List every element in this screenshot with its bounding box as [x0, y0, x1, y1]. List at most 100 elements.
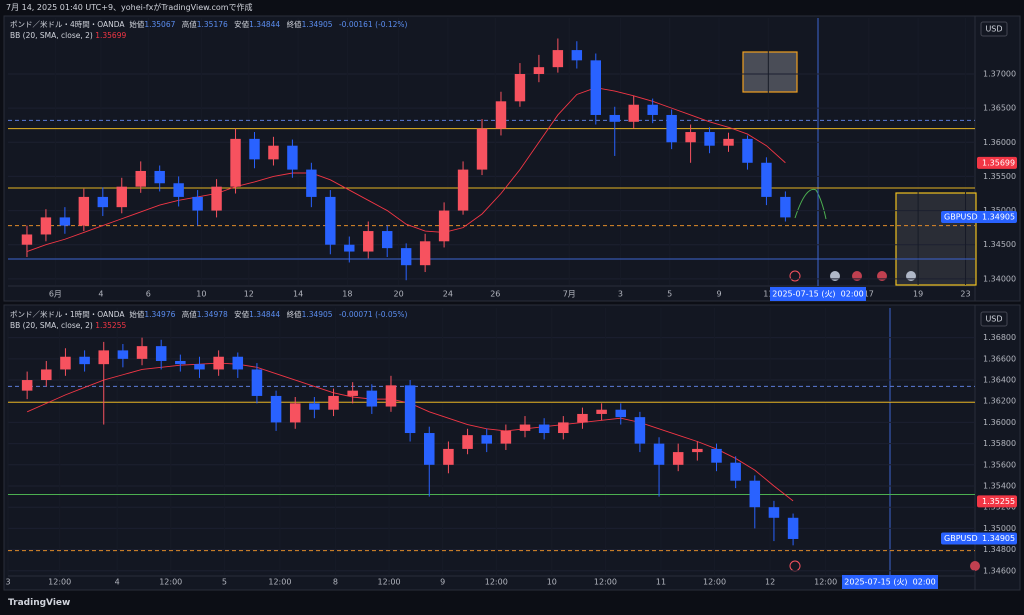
- candle-body: [173, 183, 184, 197]
- candle-body: [325, 196, 336, 245]
- candle-body: [306, 169, 317, 197]
- x-tick-label: 9: [440, 578, 445, 587]
- cursor-label: 2025-07-15 (火) 02:00: [772, 290, 863, 299]
- y-tick-label: 1.35500: [983, 172, 1016, 181]
- candle-body: [251, 369, 263, 396]
- x-tick-label: 5: [222, 578, 227, 587]
- candle-body: [270, 395, 282, 423]
- x-tick-label: 12: [244, 290, 254, 299]
- indicator-name: BB (20, SMA, close, 2): [10, 31, 93, 40]
- candle-body: [385, 385, 397, 407]
- indicator-row: BB (20, SMA, close, 2) 1.35699: [10, 30, 407, 41]
- y-tick-label: 1.35800: [983, 439, 1016, 448]
- field-label: 安値: [234, 20, 250, 29]
- currency-box: [980, 311, 1008, 327]
- legend: ポンド／米ドル・4時間・OANDA 始値1.35067 高値1.35176 安値…: [10, 19, 407, 41]
- candle-body: [328, 395, 339, 410]
- candle-body: [116, 186, 127, 208]
- candle-body: [634, 417, 646, 444]
- candle-body: [419, 241, 431, 266]
- candle-body: [730, 462, 741, 481]
- price-tag-name: GBPUSD: [944, 213, 978, 222]
- x-tick-label: 14: [293, 290, 303, 299]
- candle-body: [79, 356, 90, 365]
- x-tick-label: 12:00: [594, 578, 617, 587]
- candle-body: [749, 480, 761, 508]
- candle-body: [596, 409, 607, 414]
- candle-body: [653, 443, 665, 465]
- x-tick-label: 12: [765, 578, 775, 587]
- indicator-value: 1.35699: [95, 31, 127, 40]
- x-tick-label: 24: [443, 290, 453, 299]
- candle-body: [609, 114, 620, 122]
- candle-body: [742, 138, 753, 163]
- candle-body: [780, 196, 791, 218]
- candle-body: [117, 350, 129, 359]
- x-tick-label: 4: [115, 578, 120, 587]
- x-tick-label: 4: [98, 290, 103, 299]
- candle-body: [40, 217, 52, 235]
- x-tick-label: 12:00: [814, 578, 837, 587]
- candle-body: [647, 104, 658, 115]
- candle-body: [628, 104, 639, 122]
- candle-body: [685, 132, 696, 143]
- symbol: ポンド／米ドル・1時間・OANDA: [10, 310, 125, 319]
- y-tick-label: 1.35600: [983, 460, 1016, 469]
- candle-body: [558, 422, 569, 434]
- candle-body: [366, 390, 378, 407]
- x-tick-label: 12:00: [159, 578, 182, 587]
- candle-body: [344, 244, 355, 252]
- field-label: 高値: [181, 20, 197, 29]
- field-label: 終値: [286, 20, 302, 29]
- candle-body: [78, 196, 90, 226]
- change: -0.00071 (-0.05%): [338, 310, 408, 319]
- y-tick-label: 1.36500: [983, 104, 1016, 113]
- field-label: 始値: [129, 310, 145, 319]
- legend: ポンド／米ドル・1時間・OANDA 始値1.34976 高値1.34978 安値…: [10, 309, 407, 331]
- bb-line: [26, 87, 786, 252]
- cursor-label-box: [770, 287, 866, 301]
- price-tag-name: GBPUSD: [944, 534, 978, 543]
- y-tick-label: 1.35000: [983, 206, 1016, 215]
- x-tick-label: 12:00: [268, 578, 291, 587]
- currency-box: [980, 21, 1008, 37]
- y-tick-label: 1.36800: [983, 333, 1016, 342]
- candle-body: [211, 186, 222, 211]
- x-tick-label: 12:00: [378, 578, 401, 587]
- indicator-row: BB (20, SMA, close, 2) 1.35255: [10, 320, 407, 331]
- x-tick-label: 26: [490, 290, 500, 299]
- candle-body: [400, 248, 412, 266]
- x-tick-label: 11: [656, 578, 666, 587]
- zone-box: [742, 51, 798, 93]
- y-tick-label: 1.36000: [983, 138, 1016, 147]
- y-tick-label: 1.34800: [983, 545, 1016, 554]
- y-tick-label: 1.36400: [983, 376, 1016, 385]
- indicator-tag-label: 1.35255: [982, 497, 1015, 506]
- price-tag-value: 1.34905: [982, 534, 1015, 543]
- x-tick-label: 18: [342, 290, 352, 299]
- x-tick-label: 10: [196, 290, 206, 299]
- y-tick-label: 1.35000: [983, 524, 1016, 533]
- candle-body: [476, 128, 488, 170]
- x-tick-label: 3: [5, 578, 10, 587]
- field-value: 1.35176: [196, 20, 228, 29]
- candle-body: [404, 385, 416, 434]
- candle-body: [21, 380, 33, 391]
- candle-body: [309, 403, 320, 410]
- x-tick-label: 10: [547, 578, 557, 587]
- candle-body: [462, 435, 473, 449]
- candle-body: [457, 169, 469, 211]
- y-tick-label: 1.37000: [983, 69, 1016, 78]
- header-text: 7月 14, 2025 01:40 UTC+9、yohei-fxがTrading…: [6, 3, 253, 12]
- candle-body: [175, 360, 186, 365]
- x-tick-label: 12:00: [485, 578, 508, 587]
- y-tick-label: 1.34000: [983, 274, 1016, 283]
- x-tick-label: 6: [146, 290, 151, 299]
- candle-body: [768, 507, 780, 518]
- cursor-label-box: [842, 575, 938, 589]
- field-value: 1.34905: [301, 310, 333, 319]
- candle-body: [424, 433, 435, 465]
- candle-body: [787, 517, 799, 539]
- ohlc-row: ポンド／米ドル・4時間・OANDA 始値1.35067 高値1.35176 安値…: [10, 19, 407, 30]
